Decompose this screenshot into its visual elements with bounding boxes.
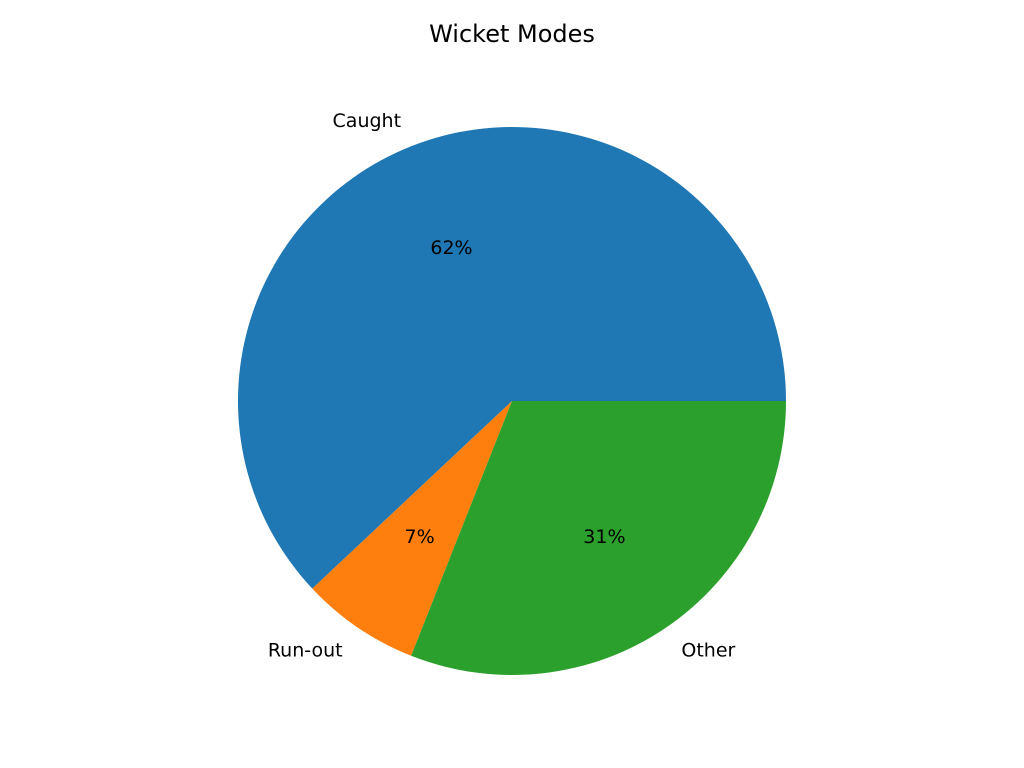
pie-slice-caught (237, 126, 787, 589)
pie-pct-label: 7% (405, 526, 435, 548)
pie-pct-label: 31% (583, 526, 625, 548)
pie-slice-other (411, 401, 786, 675)
pie-category-label: Run-out (268, 639, 343, 661)
pie-slice-run-out (312, 401, 512, 656)
chart-title: Wicket Modes (429, 20, 595, 48)
pie-category-label: Other (681, 639, 735, 661)
pie-pct-label: 62% (430, 237, 472, 259)
pie-category-label: Caught (333, 110, 402, 132)
